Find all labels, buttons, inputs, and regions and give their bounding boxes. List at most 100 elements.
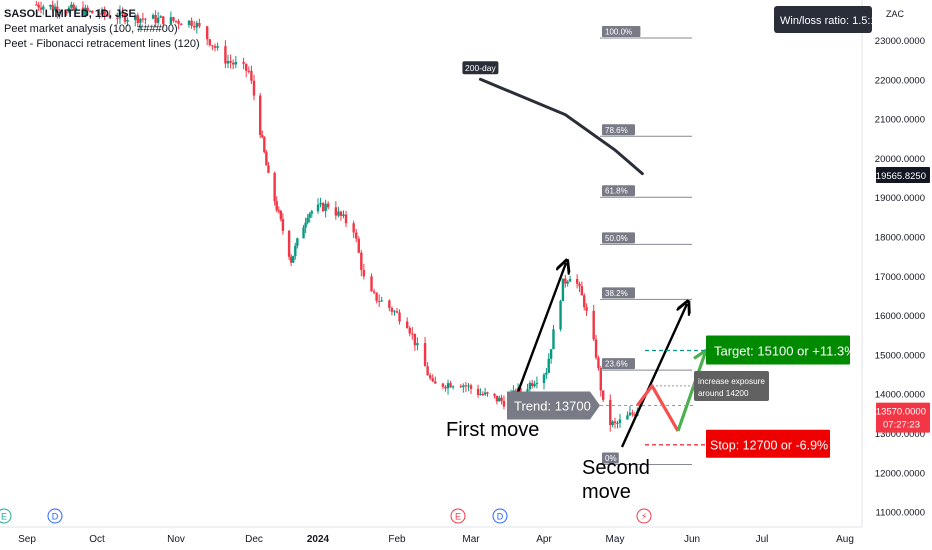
fib-level[interactable]: 100.0% [600, 26, 692, 39]
fib-level[interactable]: 61.8% [600, 185, 692, 198]
candle[interactable] [601, 390, 605, 403]
candle[interactable] [65, 9, 68, 16]
candle[interactable] [423, 336, 427, 367]
candle[interactable] [631, 409, 634, 417]
candle[interactable] [139, 18, 142, 30]
candle[interactable] [302, 224, 305, 239]
candle[interactable] [479, 388, 482, 396]
candle[interactable] [360, 250, 363, 277]
indicator-legend-1[interactable]: Peet market analysis (100, ####00) [4, 23, 178, 35]
candle[interactable] [500, 394, 503, 405]
candle[interactable] [533, 380, 536, 388]
candle[interactable] [380, 296, 383, 302]
candle[interactable] [81, 1, 85, 18]
candle[interactable] [592, 304, 595, 341]
candle[interactable] [352, 220, 355, 239]
candle[interactable] [528, 380, 532, 394]
candle[interactable] [35, 0, 38, 6]
candle[interactable] [159, 15, 162, 19]
candle[interactable] [549, 349, 553, 364]
candle[interactable] [134, 13, 137, 27]
candle[interactable] [180, 22, 183, 26]
candle[interactable] [568, 275, 572, 282]
candle[interactable] [393, 309, 396, 316]
fib-level[interactable]: 0% [600, 452, 692, 465]
candle[interactable] [449, 380, 452, 388]
candle[interactable] [208, 38, 211, 47]
candle[interactable] [362, 263, 366, 280]
candle[interactable] [390, 306, 394, 316]
candle[interactable] [261, 130, 264, 139]
candle[interactable] [580, 281, 584, 296]
candle[interactable] [267, 162, 270, 174]
candle[interactable] [226, 54, 230, 69]
candle[interactable] [483, 387, 487, 396]
candle[interactable] [355, 228, 358, 243]
candle[interactable] [74, 5, 78, 12]
candle[interactable] [273, 171, 276, 206]
candle[interactable] [172, 16, 175, 23]
candle[interactable] [498, 395, 501, 402]
candle[interactable] [613, 417, 617, 429]
candle[interactable] [156, 12, 160, 25]
candle[interactable] [247, 66, 250, 74]
fib-level[interactable]: 50.0% [600, 232, 692, 245]
candle[interactable] [151, 13, 155, 19]
candle[interactable] [626, 411, 629, 420]
candle[interactable] [411, 327, 414, 340]
candle[interactable] [493, 393, 496, 399]
candle[interactable] [545, 367, 548, 379]
candle[interactable] [49, 4, 52, 10]
candle[interactable] [609, 394, 612, 432]
candle[interactable] [211, 45, 214, 51]
candle[interactable] [51, 0, 54, 11]
candle[interactable] [495, 395, 499, 405]
candle[interactable] [469, 383, 473, 395]
candle[interactable] [321, 201, 325, 212]
candle[interactable] [628, 406, 632, 417]
candle[interactable] [451, 385, 455, 390]
candle[interactable] [190, 17, 193, 29]
fib-level[interactable]: 38.2% [600, 287, 692, 300]
candle[interactable] [611, 420, 614, 428]
candle[interactable] [486, 391, 489, 397]
candle[interactable] [213, 43, 217, 52]
candle[interactable] [547, 353, 550, 374]
candle[interactable] [56, 0, 59, 19]
candle[interactable] [464, 381, 468, 393]
candle[interactable] [195, 20, 198, 34]
candle[interactable] [319, 197, 322, 208]
moving-average-line[interactable] [478, 77, 644, 176]
candle[interactable] [585, 303, 588, 317]
candle[interactable] [265, 150, 268, 166]
candle[interactable] [476, 384, 480, 398]
candle[interactable] [123, 11, 127, 25]
candle[interactable] [377, 294, 381, 307]
candle[interactable] [234, 55, 237, 69]
candle[interactable] [198, 18, 201, 29]
candle[interactable] [37, 1, 40, 11]
candle[interactable] [481, 391, 484, 397]
candle[interactable] [294, 242, 297, 260]
candle[interactable] [177, 19, 180, 30]
candle[interactable] [575, 274, 579, 289]
candle[interactable] [154, 10, 157, 28]
indicator-legend-2[interactable]: Peet - Fibonacci retracement lines (120) [4, 38, 200, 50]
candle[interactable] [277, 206, 280, 214]
event-marker[interactable]: E [0, 508, 12, 524]
candle[interactable] [144, 17, 147, 25]
candle[interactable] [561, 278, 565, 302]
candle[interactable] [310, 209, 314, 218]
candle[interactable] [337, 206, 340, 218]
candle[interactable] [578, 281, 581, 293]
candle[interactable] [58, 8, 61, 19]
candle[interactable] [232, 59, 235, 70]
candle[interactable] [103, 6, 106, 21]
candle[interactable] [428, 372, 432, 381]
candle[interactable] [375, 292, 378, 304]
candle[interactable] [316, 198, 320, 214]
event-marker[interactable]: D [47, 508, 63, 524]
candle[interactable] [559, 299, 562, 332]
candle[interactable] [502, 395, 506, 410]
candle[interactable] [616, 420, 619, 429]
